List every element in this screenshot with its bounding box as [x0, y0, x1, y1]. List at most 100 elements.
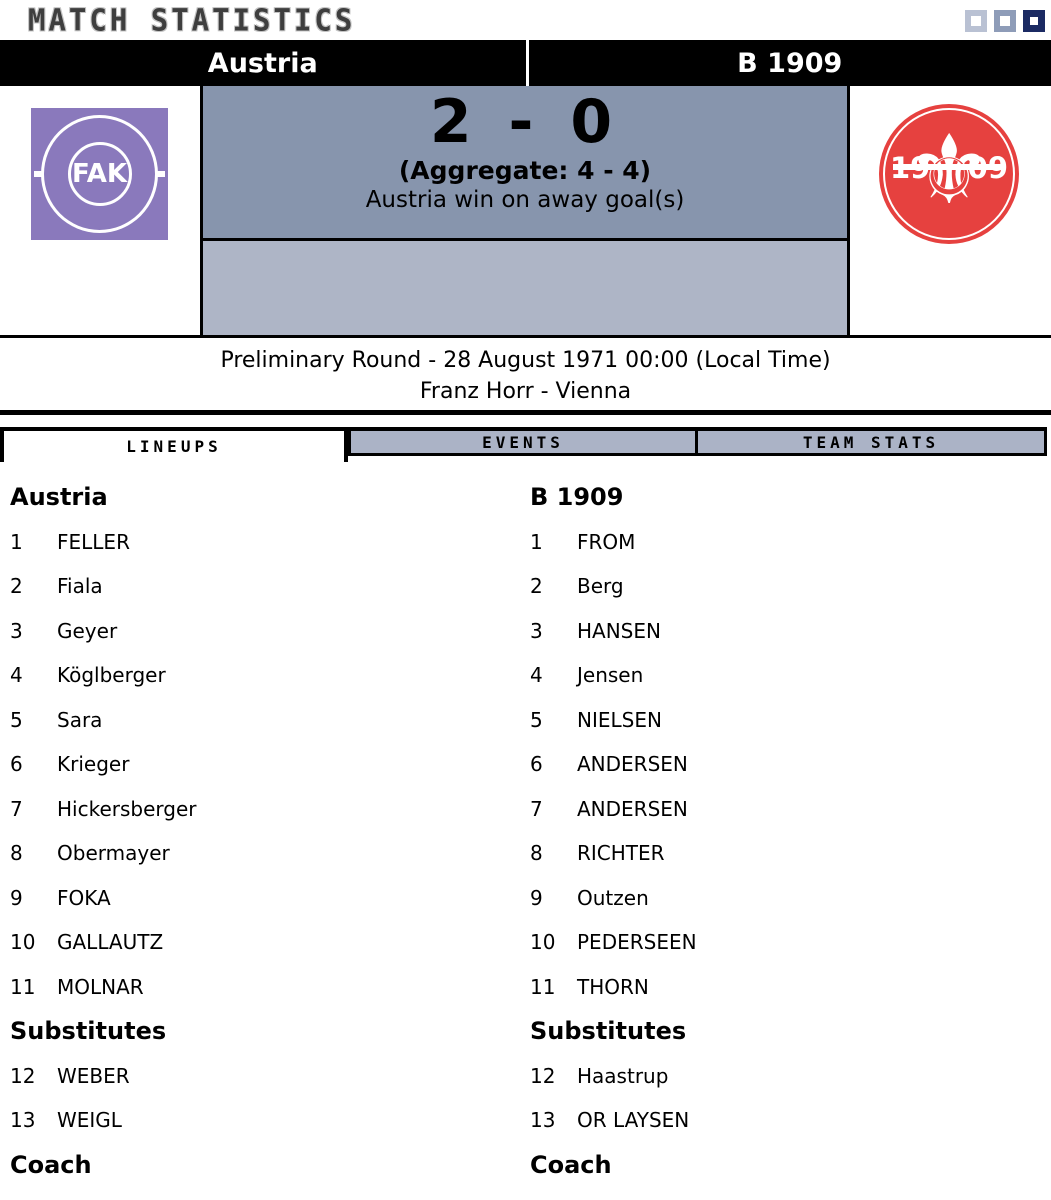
- player-name: GALLAUTZ: [57, 930, 164, 955]
- player-number: 5: [530, 707, 543, 732]
- window-square-medium-icon[interactable]: [994, 10, 1016, 32]
- score-section: FAK 2 - 0 (Aggregate: 4 - 4) Austria win…: [0, 86, 1051, 338]
- player-row: 7 ANDERSEN: [530, 787, 1040, 832]
- player-row: 4 Köglberger: [10, 653, 520, 698]
- home-substitutes-header: Substitutes: [10, 1017, 167, 1046]
- result-note: Austria win on away goal(s): [365, 187, 685, 213]
- home-lineup-column: Austria 1 FELLER 2 Fiala 3 Geyer 4 Köglberge…: [0, 475, 520, 1187]
- player-name: OR LAYSEN: [577, 1108, 690, 1133]
- player-number: 1: [530, 529, 543, 554]
- away-logo-year-left: 19: [890, 151, 931, 185]
- player-number: 3: [530, 618, 543, 643]
- player-name: HANSEN: [577, 618, 661, 643]
- player-row: 9 Outzen: [530, 876, 1040, 921]
- logo-ring-icon: [883, 108, 1015, 240]
- player-row: 11 THORN: [530, 965, 1040, 1010]
- player-name: PEDERSEEN: [577, 930, 697, 955]
- away-coach-header: Coach: [530, 1150, 612, 1179]
- match-info: Preliminary Round - 28 August 1971 00:00…: [0, 338, 1051, 410]
- tab-bar: LINEUPS EVENTS TEAM STATS: [0, 427, 1051, 462]
- player-name: Fiala: [57, 574, 103, 599]
- player-name: Berg: [577, 574, 624, 599]
- logo-tick-icon: [34, 171, 42, 177]
- away-lineup-column: B 1909 1 FROM 2 Berg 3 HANSEN 4 Jensen 5 NIEL…: [520, 475, 1040, 1187]
- score-value: 2 - 0: [429, 87, 621, 157]
- player-name: Outzen: [577, 885, 649, 910]
- player-name: Sara: [57, 707, 103, 732]
- player-row: 3 HANSEN: [530, 609, 1040, 654]
- player-number: 4: [10, 663, 23, 688]
- player-number: 6: [530, 752, 543, 777]
- player-name: Obermayer: [57, 841, 170, 866]
- separator-line: [0, 410, 1051, 415]
- away-team-logo: ⚜ 19 09: [879, 104, 1019, 244]
- player-number: 10: [530, 930, 556, 955]
- player-number: 2: [530, 574, 543, 599]
- home-lineup-team-title: Austria: [10, 483, 108, 512]
- player-number: 1: [10, 529, 23, 554]
- player-row: 11 MOLNAR: [10, 965, 520, 1010]
- player-name: FROM: [577, 529, 636, 554]
- player-row: 6 ANDERSEN: [530, 742, 1040, 787]
- player-number: 11: [10, 974, 36, 999]
- player-number: 3: [10, 618, 23, 643]
- player-name: FELLER: [57, 529, 130, 554]
- player-name: WEBER: [57, 1063, 130, 1088]
- player-row: 1 FROM: [530, 520, 1040, 565]
- away-logo-year-right: 09: [967, 151, 1008, 185]
- player-row: 3 Geyer: [10, 609, 520, 654]
- away-lineup-team-title: B 1909: [530, 483, 624, 512]
- player-row: 5 Sara: [10, 698, 520, 743]
- player-name: MOLNAR: [57, 974, 144, 999]
- page-title: MATCH STATISTICS: [28, 2, 356, 38]
- player-name: Köglberger: [57, 663, 166, 688]
- lineups-panel: Austria 1 FELLER 2 Fiala 3 Geyer 4 Köglberge…: [0, 475, 1051, 1187]
- player-number: 4: [530, 663, 543, 688]
- player-number: 13: [530, 1108, 556, 1133]
- player-number: 9: [530, 885, 543, 910]
- player-name: NIELSEN: [577, 707, 662, 732]
- tab-team-stats[interactable]: TEAM STATS: [698, 427, 1047, 456]
- aggregate-score: (Aggregate: 4 - 4): [398, 156, 652, 185]
- player-name: ANDERSEN: [577, 796, 688, 821]
- player-row: 2 Fiala: [10, 564, 520, 609]
- player-name: WEIGL: [57, 1108, 122, 1133]
- away-logo-cell: ⚜ 19 09: [850, 86, 1048, 335]
- player-name: Haastrup: [577, 1063, 669, 1088]
- logo-ring-icon: [41, 115, 158, 233]
- player-row: 12 WEBER: [10, 1054, 520, 1099]
- player-number: 10: [10, 930, 36, 955]
- score-panel: 2 - 0 (Aggregate: 4 - 4) Austria win on …: [203, 86, 847, 241]
- tab-lineups[interactable]: LINEUPS: [0, 427, 348, 462]
- goalscorers-panel: [203, 241, 847, 335]
- player-row: 5 NIELSEN: [530, 698, 1040, 743]
- player-number: 13: [10, 1108, 36, 1133]
- player-name: Geyer: [57, 618, 118, 643]
- window-square-dark-icon[interactable]: [1023, 10, 1045, 32]
- player-row: 6 Krieger: [10, 742, 520, 787]
- home-coach-header: Coach: [10, 1150, 92, 1179]
- score-box: 2 - 0 (Aggregate: 4 - 4) Austria win on …: [200, 86, 850, 335]
- player-name: RICHTER: [577, 841, 665, 866]
- logo-inner-ring-icon: FAK: [67, 142, 132, 206]
- player-row: 9 FOKA: [10, 876, 520, 921]
- player-name: FOKA: [57, 885, 111, 910]
- player-number: 8: [10, 841, 23, 866]
- tab-events[interactable]: EVENTS: [348, 427, 698, 456]
- home-logo-initials: FAK: [71, 159, 128, 189]
- player-row: 4 Jensen: [530, 653, 1040, 698]
- player-number: 8: [530, 841, 543, 866]
- logo-band-icon: [893, 164, 1005, 170]
- window-square-light-icon[interactable]: [965, 10, 987, 32]
- player-name: Jensen: [577, 663, 644, 688]
- home-team-name: Austria: [207, 47, 318, 79]
- away-team-name: B 1909: [525, 40, 1051, 86]
- player-number: 12: [10, 1063, 36, 1088]
- player-row: 8 Obermayer: [10, 831, 520, 876]
- player-number: 9: [10, 885, 23, 910]
- title-bar: MATCH STATISTICS: [0, 0, 1051, 40]
- venue-line: Franz Horr - Vienna: [419, 379, 632, 404]
- player-number: 12: [530, 1063, 556, 1088]
- player-name: Krieger: [57, 752, 130, 777]
